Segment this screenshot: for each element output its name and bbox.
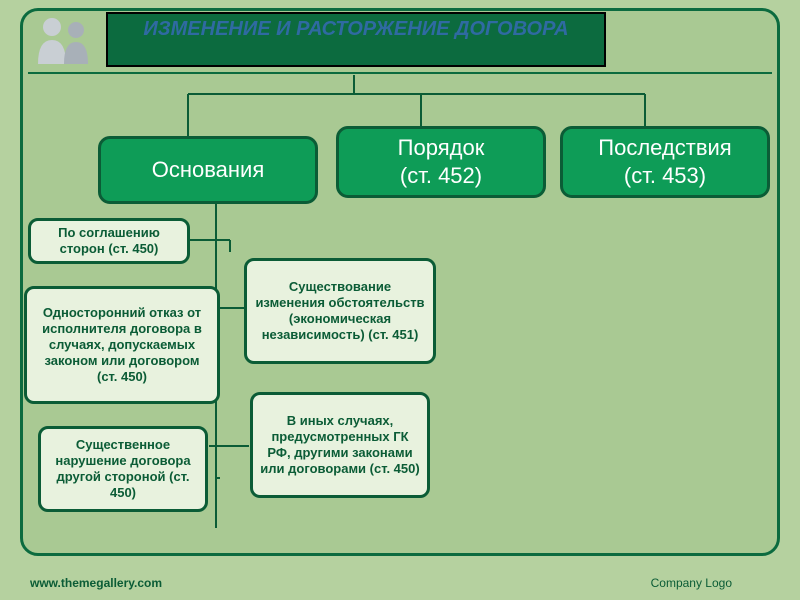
people-logo-icon bbox=[30, 12, 100, 67]
category-osn: Основания bbox=[98, 136, 318, 204]
slide-title-text: ИЗМЕНЕНИЕ И РАСТОРЖЕНИЕ ДОГОВОРА bbox=[143, 18, 568, 40]
divider bbox=[28, 72, 772, 74]
leaf-l4: Существование изменения обстоятельств (э… bbox=[244, 258, 436, 364]
leaf-l5: В иных случаях, предусмотренных ГК РФ, д… bbox=[250, 392, 430, 498]
category-pos: Последствия(ст. 453) bbox=[560, 126, 770, 198]
leaf-l1: По соглашению сторон (ст. 450) bbox=[28, 218, 190, 264]
leaf-l3: Существенное нарушение договора другой с… bbox=[38, 426, 208, 512]
footer-url: www.themegallery.com bbox=[30, 576, 162, 590]
slide-title: ИЗМЕНЕНИЕ И РАСТОРЖЕНИЕ ДОГОВОРА bbox=[106, 12, 606, 67]
leaf-l2: Односторонний отказ от исполнителя догов… bbox=[24, 286, 220, 404]
footer-logo-text: Company Logo bbox=[651, 576, 732, 590]
category-por: Порядок(ст. 452) bbox=[336, 126, 546, 198]
